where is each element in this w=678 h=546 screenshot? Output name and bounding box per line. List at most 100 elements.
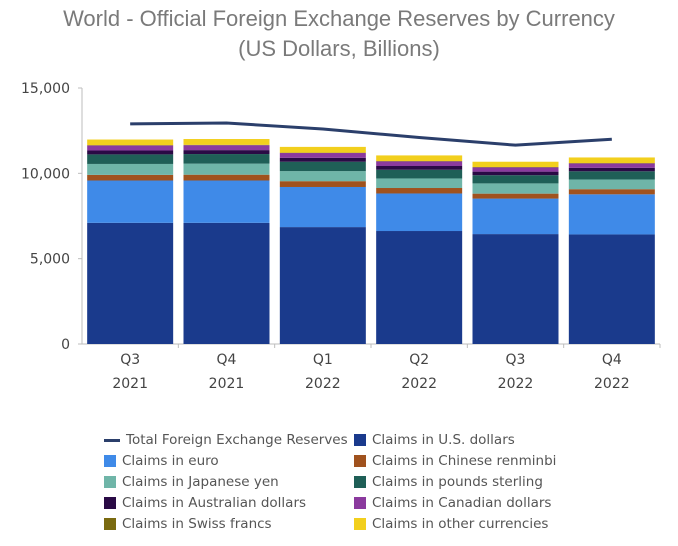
legend-item: Claims in Australian dollars — [104, 493, 354, 513]
bar-segment-6-4 — [472, 167, 559, 172]
bar-segment-4-5 — [568, 171, 655, 180]
legend-item: Claims in Swiss francs — [104, 514, 354, 534]
bar-segment-5-2 — [279, 157, 366, 162]
x-tick-label-quarter: Q3 — [506, 352, 526, 368]
legend-label: Total Foreign Exchange Reserves — [126, 432, 348, 448]
bar-segment-2-3 — [376, 188, 463, 194]
legend-label: Claims in Swiss francs — [122, 516, 272, 532]
bar-segment-1-1 — [183, 180, 270, 223]
x-tick-label-year: 2022 — [498, 376, 534, 392]
legend-item: Claims in euro — [104, 451, 354, 471]
legend-color-swatch — [354, 434, 366, 446]
bar-segment-5-5 — [568, 167, 655, 172]
bar-segment-6-3 — [376, 161, 463, 166]
total-reserves-line — [130, 121, 612, 147]
legend-label: Claims in U.S. dollars — [372, 432, 515, 448]
bar-segment-4-1 — [183, 154, 270, 164]
bar-segment-8-2 — [279, 146, 366, 153]
legend-item: Claims in pounds sterling — [354, 472, 604, 492]
legend-item: Claims in other currencies — [354, 514, 604, 534]
legend-color-swatch — [354, 455, 366, 467]
legend-color-swatch — [104, 476, 116, 488]
bar-segment-3-1 — [183, 163, 270, 175]
y-tick-label: 15,000 — [21, 81, 70, 97]
bar-segment-5-1 — [183, 150, 270, 155]
y-tick-label: 0 — [61, 337, 70, 353]
legend-color-swatch — [354, 476, 366, 488]
bar-segment-2-0 — [87, 174, 174, 181]
legend-label: Claims in euro — [122, 453, 219, 469]
x-tick-label-year: 2022 — [305, 376, 341, 392]
x-tick-label-year: 2022 — [401, 376, 437, 392]
legend-color-swatch — [354, 518, 366, 530]
y-tick-label: 5,000 — [30, 252, 70, 268]
legend-item: Total Foreign Exchange Reserves — [104, 430, 354, 450]
bar-segment-4-4 — [472, 175, 559, 184]
bar-segment-0-1 — [183, 222, 270, 344]
legend-line-swatch — [104, 438, 120, 442]
x-tick-label-quarter: Q1 — [313, 352, 333, 368]
bar-segment-3-0 — [87, 163, 174, 175]
legend-color-swatch — [104, 455, 116, 467]
chart-plot: 0 5,000 10,000 15,000 Q3 2021 Q4 2021 Q1 2022 Q2 20… — [21, 81, 661, 392]
bar-segment-4-3 — [376, 169, 463, 179]
chart-title: World - Official Foreign Exchange Reserv… — [63, 6, 615, 31]
bar-segment-3-3 — [376, 178, 463, 189]
bar-segment-5-4 — [472, 171, 559, 176]
bar-segment-0-0 — [87, 222, 174, 344]
bar-segment-3-2 — [279, 171, 366, 182]
bar-segment-4-2 — [279, 161, 366, 172]
bar-segment-1-4 — [472, 198, 559, 235]
legend-color-swatch — [104, 497, 116, 509]
chart-subtitle: (US Dollars, Billions) — [238, 36, 440, 61]
bar-segment-3-5 — [568, 179, 655, 190]
bar-segment-1-0 — [87, 180, 174, 223]
legend-label: Claims in Australian dollars — [122, 495, 307, 511]
bar-segment-0-2 — [279, 227, 366, 344]
bar-segment-5-0 — [87, 150, 174, 155]
bar-segment-6-0 — [87, 145, 174, 151]
legend-color-swatch — [354, 497, 366, 509]
legend-label: Claims in Chinese renminbi — [372, 453, 557, 469]
bar-segment-0-3 — [376, 231, 463, 344]
bar-segment-5-3 — [376, 165, 463, 170]
y-tick-label: 10,000 — [21, 166, 70, 182]
x-tick-label-quarter: Q2 — [409, 352, 429, 368]
bar-segment-0-4 — [472, 234, 559, 344]
bar-segment-2-1 — [183, 174, 270, 181]
bar-segment-1-3 — [376, 193, 463, 232]
legend-item: Claims in Chinese renminbi — [354, 451, 604, 471]
bar-segment-6-5 — [568, 163, 655, 168]
chart-legend: Total Foreign Exchange Reserves Claims in… — [104, 430, 624, 534]
bar-segment-1-2 — [279, 186, 366, 228]
bar-segment-6-2 — [279, 153, 366, 158]
bar-segment-0-5 — [568, 234, 655, 344]
bar-segment-8-3 — [376, 155, 463, 162]
x-tick-label-year: 2021 — [112, 376, 148, 392]
bar-segment-2-5 — [568, 189, 655, 195]
bar-segment-3-4 — [472, 183, 559, 194]
legend-label: Claims in Japanese yen — [122, 474, 279, 490]
bar-segment-8-4 — [472, 161, 559, 168]
bar-segment-8-1 — [183, 139, 270, 145]
legend-item: Claims in Canadian dollars — [354, 493, 604, 513]
legend-label: Claims in Canadian dollars — [372, 495, 552, 511]
bar-segment-2-2 — [279, 181, 366, 187]
bar-segment-8-5 — [568, 157, 655, 164]
legend-label: Claims in other currencies — [372, 516, 549, 532]
x-tick-label-year: 2022 — [594, 376, 630, 392]
legend-label: Claims in pounds sterling — [372, 474, 543, 490]
legend-item: Claims in Japanese yen — [104, 472, 354, 492]
bar-segment-4-0 — [87, 154, 174, 164]
bar-segment-2-4 — [472, 193, 559, 199]
legend-item: Claims in U.S. dollars — [354, 430, 604, 450]
bar-segment-1-5 — [568, 194, 655, 235]
bar-segment-8-0 — [87, 139, 174, 146]
bar-segment-6-1 — [183, 145, 270, 151]
x-tick-label-quarter: Q3 — [120, 352, 140, 368]
x-tick-label-year: 2021 — [209, 376, 245, 392]
legend-color-swatch — [104, 518, 116, 530]
x-tick-label-quarter: Q4 — [217, 352, 237, 368]
x-tick-label-quarter: Q4 — [602, 352, 622, 368]
